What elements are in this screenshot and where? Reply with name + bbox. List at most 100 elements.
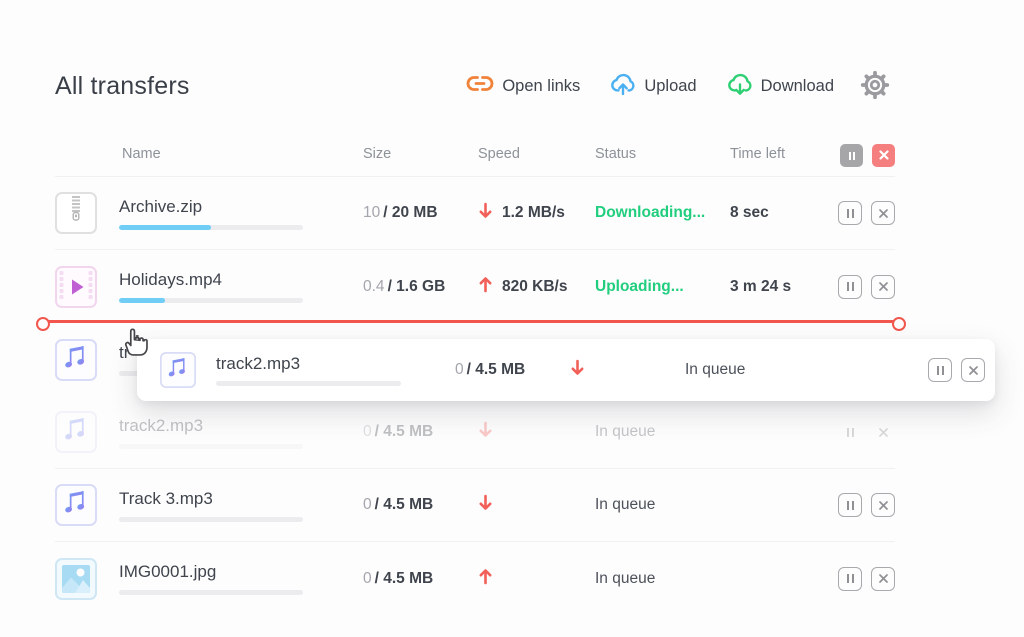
size-cell: 0/ 4.5 MB [363,496,434,513]
cloud-upload-icon [609,72,637,101]
cloud-download-icon [726,72,754,101]
table-header: Name Size Speed Status Time left [55,102,895,177]
file-name: Archive.zip [119,196,203,216]
page-header: All transfers Open links Upload Download [0,0,1024,102]
column-header-name: Name [122,146,161,162]
time-left-cell: 8 sec [730,204,769,221]
download-button[interactable]: Download [726,72,834,101]
size-cell: 0/ 4.5 MB [455,361,526,378]
arrow-up-icon [478,276,493,298]
pause-icon [846,574,854,583]
file-name-clipped: tr [119,343,130,362]
row-pause-button[interactable] [928,358,952,382]
transfers-table: Name Size Speed Status Time left Archive… [55,102,895,615]
transfer-row-holidays-mp4[interactable]: Holidays.mp4 0.4/ 1.6 GB 820 KB/s Upload… [55,250,895,323]
music-file-icon [55,338,97,381]
row-pause-button[interactable] [838,566,862,591]
arrow-down-icon [478,202,493,224]
status-cell: In queue [685,361,746,378]
music-file-icon [160,352,196,388]
speed-cell [478,568,595,590]
link-icon [465,73,495,99]
upload-label: Upload [644,76,697,95]
close-icon [878,206,888,221]
open-links-button[interactable]: Open links [465,73,580,99]
pause-icon [846,208,854,218]
progress-bar [119,590,303,595]
arrow-down-icon [570,359,585,381]
column-header-size: Size [363,146,392,162]
close-icon [878,279,888,294]
row-pause-button[interactable] [838,274,862,299]
row-cancel-button[interactable] [871,493,895,517]
close-icon [878,148,889,163]
column-header-speed: Speed [478,146,520,162]
music-file-icon [55,411,97,453]
close-icon [968,363,978,378]
progress-bar [119,224,303,230]
progress-bar [119,516,303,522]
status-cell: Uploading... [595,277,684,295]
size-cell: 0/ 4.5 MB [363,423,434,440]
video-file-icon [55,265,97,308]
image-file-icon [55,557,97,600]
progress-bar [216,381,401,386]
file-name: Holidays.mp4 [119,270,222,289]
speed-cell: 820 KB/s [478,276,595,298]
drop-indicator-line [36,316,906,331]
close-icon [878,425,888,440]
status-cell: In queue [595,569,656,587]
size-cell: 0.4/ 1.6 GB [363,277,446,295]
music-file-icon [55,484,97,526]
toolbar: Open links Upload Download [465,70,890,103]
status-cell: In queue [595,496,656,513]
row-cancel-button[interactable] [871,201,895,225]
drag-preview-card[interactable]: track2.mp3 0/ 4.5 MB In queue [137,339,995,401]
page-title: All transfers [55,71,190,100]
arrow-down-icon [478,494,493,516]
cancel-all-button[interactable] [872,144,895,167]
size-cell: 0/ 4.5 MB [363,569,434,587]
row-cancel-button[interactable] [871,420,895,444]
row-pause-button[interactable] [838,420,862,444]
settings-button[interactable] [860,70,890,103]
close-icon [878,571,888,586]
transfer-row-archive-zip[interactable]: Archive.zip 10/ 20 MB 1.2 MB/s Downloadi… [55,177,895,250]
pause-icon [848,151,855,160]
arrow-down-icon [478,421,493,443]
row-pause-button[interactable] [838,201,862,225]
download-label: Download [760,76,834,95]
open-links-label: Open links [502,76,581,95]
progress-bar [119,298,303,303]
zip-file-icon [55,192,97,234]
pause-icon [846,282,854,291]
transfer-row-track2-ghost[interactable]: track2.mp3 0/ 4.5 MB In queue [55,396,895,469]
status-cell: Downloading... [595,204,706,221]
time-left-cell: 3 m 24 s [730,277,792,295]
pause-icon [846,427,854,437]
file-name: track2.mp3 [119,415,204,435]
file-name: Track 3.mp3 [119,488,213,508]
row-cancel-button[interactable] [871,274,895,299]
pause-all-button[interactable] [840,144,863,167]
drag-cursor-icon [120,323,152,362]
file-name: track2.mp3 [216,354,301,373]
pause-icon [846,500,854,510]
arrow-up-icon [478,568,493,590]
column-header-status: Status [595,146,637,162]
speed-cell [478,494,595,516]
file-name: IMG0001.jpg [119,562,217,581]
row-cancel-button[interactable] [961,358,985,382]
transfer-row-img0001-jpg[interactable]: IMG0001.jpg 0/ 4.5 MB In queue [55,542,895,615]
speed-cell [478,421,595,443]
status-cell: In queue [595,423,656,440]
close-icon [878,498,888,513]
row-pause-button[interactable] [838,493,862,517]
upload-button[interactable]: Upload [609,72,697,101]
speed-cell: 1.2 MB/s [478,202,595,224]
pause-icon [936,365,944,375]
row-cancel-button[interactable] [871,566,895,591]
size-cell: 10/ 20 MB [363,204,438,221]
gear-icon [860,70,890,103]
transfer-row-track3-mp3[interactable]: Track 3.mp3 0/ 4.5 MB In queue [55,469,895,542]
